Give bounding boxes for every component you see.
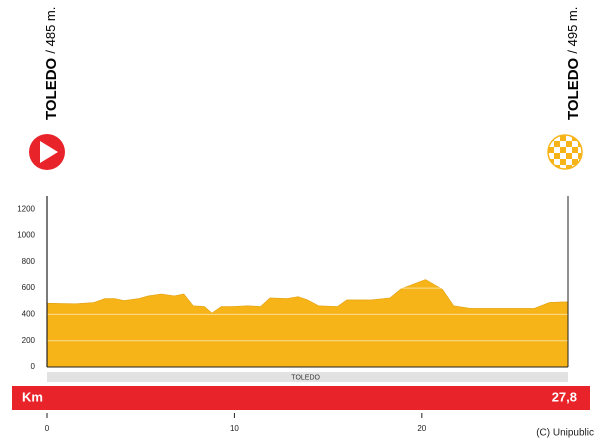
flag-square bbox=[566, 159, 572, 165]
y-tick-label: 800 bbox=[22, 257, 36, 266]
town-label: TOLEDO bbox=[291, 374, 320, 381]
flag-square bbox=[578, 165, 582, 169]
flag-square bbox=[554, 153, 560, 159]
flag-square bbox=[566, 153, 572, 159]
start-altitude: / 485 m. bbox=[43, 7, 58, 54]
distance-unit: Km bbox=[22, 389, 43, 404]
flag-square bbox=[560, 147, 566, 153]
flag-square bbox=[560, 141, 566, 147]
flag-square bbox=[578, 135, 582, 141]
start-town: TOLEDO bbox=[43, 57, 60, 120]
y-tick-label: 0 bbox=[31, 362, 36, 371]
x-tick-label: 20 bbox=[417, 424, 426, 433]
start-arrow bbox=[40, 141, 58, 163]
flag-square bbox=[554, 135, 560, 141]
finish-altitude: / 495 m. bbox=[565, 7, 580, 54]
y-tick-label: 400 bbox=[22, 309, 36, 318]
x-tick-label: 0 bbox=[45, 424, 50, 433]
flag-square bbox=[560, 159, 566, 165]
y-tick-label: 600 bbox=[22, 283, 36, 292]
elevation-area bbox=[46, 279, 569, 368]
flag-square bbox=[554, 141, 560, 147]
finish-label: TOLEDO / 495 m. bbox=[565, 7, 582, 120]
flag-square bbox=[566, 135, 572, 141]
flag-square bbox=[566, 165, 572, 169]
flag-square bbox=[566, 141, 572, 147]
y-tick-label: 1200 bbox=[17, 204, 35, 213]
y-tick-label: 1000 bbox=[17, 231, 35, 240]
flag-square bbox=[548, 153, 554, 159]
distance-bar bbox=[12, 386, 590, 410]
finish-town: TOLEDO bbox=[565, 57, 582, 120]
flag-square bbox=[560, 165, 566, 169]
flag-square bbox=[572, 153, 578, 159]
flag-square bbox=[548, 141, 554, 147]
x-tick-label: 10 bbox=[230, 424, 239, 433]
flag-square bbox=[578, 153, 582, 159]
start-label: TOLEDO / 485 m. bbox=[43, 7, 60, 120]
flag-square bbox=[560, 153, 566, 159]
flag-square bbox=[578, 147, 582, 153]
distance-total: 27,8 bbox=[552, 389, 577, 404]
flag-square bbox=[560, 135, 566, 141]
finish-ring bbox=[547, 134, 583, 170]
flag-square bbox=[548, 147, 554, 153]
flag-square bbox=[554, 147, 560, 153]
town-strip bbox=[47, 372, 568, 382]
credit: (C) Unipublic bbox=[536, 428, 594, 439]
y-tick-label: 200 bbox=[22, 336, 36, 345]
flag-square bbox=[572, 141, 578, 147]
flag-square bbox=[548, 165, 554, 169]
flag-square bbox=[572, 159, 578, 165]
flag-square bbox=[572, 147, 578, 153]
flag-square bbox=[554, 159, 560, 165]
flag-square bbox=[566, 147, 572, 153]
